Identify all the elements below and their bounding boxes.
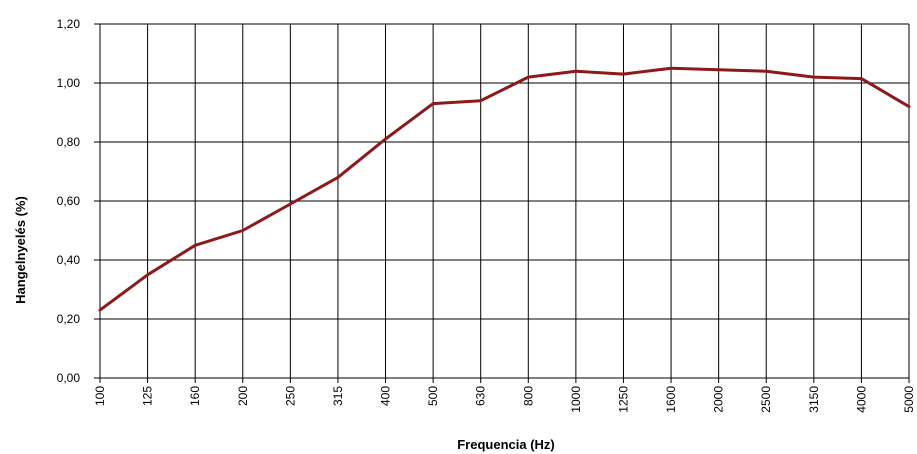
x-tick-label: 400 — [379, 386, 393, 406]
data-point — [336, 176, 340, 179]
x-tick-label: 2500 — [759, 386, 773, 413]
data-point — [527, 75, 530, 79]
x-tick-label: 1600 — [664, 386, 678, 413]
x-tick-label: 500 — [426, 386, 440, 406]
data-point — [860, 77, 863, 80]
data-point — [765, 70, 768, 73]
series-line — [98, 66, 911, 312]
series-layer — [98, 66, 911, 312]
x-tick-label: 5000 — [902, 386, 916, 413]
y-tick-label: 1,20 — [57, 17, 81, 31]
y-axis-title: Hangelnyelés (%) — [13, 196, 28, 304]
x-tick-label: 100 — [93, 386, 107, 406]
y-tick-label: 0,40 — [57, 253, 81, 267]
x-tick-label: 4000 — [854, 386, 868, 413]
data-point — [669, 67, 673, 70]
x-tick-label: 1250 — [616, 386, 630, 413]
data-point — [193, 244, 197, 247]
data-point — [384, 137, 387, 141]
x-tick-label: 800 — [521, 386, 535, 406]
x-axis-ticks: 100 125 160 200 250 315 400 500 630 800 1000 1250 16… — [93, 386, 916, 413]
x-tick-label: 200 — [236, 386, 250, 406]
data-point — [289, 202, 292, 206]
x-tick-label: 160 — [188, 386, 202, 406]
x-tick-label: 250 — [283, 386, 297, 406]
data-point — [574, 70, 578, 73]
grid — [94, 23, 910, 383]
x-tick-label: 125 — [141, 386, 155, 406]
data-point — [241, 229, 244, 232]
data-point — [98, 308, 102, 312]
x-axis-title: Frequencia (Hz) — [457, 437, 555, 452]
y-tick-label: 0,80 — [57, 135, 81, 149]
x-tick-label: 2000 — [712, 386, 726, 413]
y-tick-label: 0,20 — [57, 312, 81, 326]
data-point — [479, 99, 482, 102]
x-tick-label: 630 — [474, 386, 488, 406]
y-tick-label: 0,00 — [57, 371, 81, 385]
y-tick-label: 1,00 — [57, 76, 81, 90]
data-point — [431, 102, 435, 105]
data-point — [812, 75, 816, 79]
x-tick-label: 3150 — [807, 386, 821, 413]
data-point — [907, 105, 911, 108]
x-tick-label: 1000 — [569, 386, 583, 413]
y-tick-label: 0,60 — [57, 194, 81, 208]
data-point — [622, 72, 625, 76]
data-point — [717, 68, 720, 71]
y-axis-ticks: 0,00 0,20 0,40 0,60 0,80 1,00 1,20 — [57, 17, 81, 385]
data-point — [146, 273, 149, 276]
x-tick-label: 315 — [331, 386, 345, 406]
